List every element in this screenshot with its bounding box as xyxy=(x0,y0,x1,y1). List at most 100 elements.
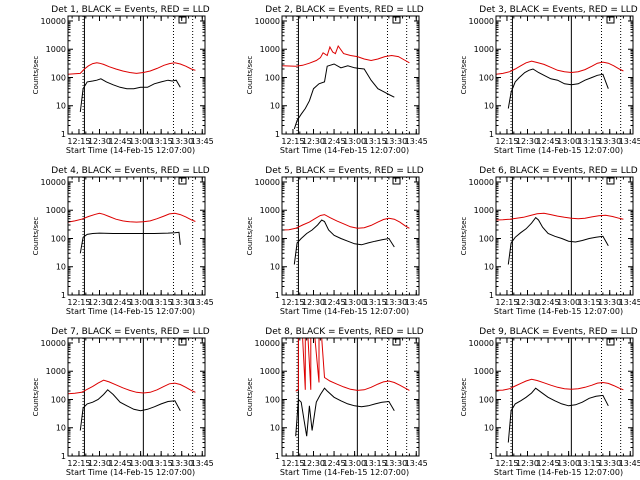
x-tick-label: 13:00 xyxy=(129,137,152,146)
axes-frame xyxy=(281,176,420,296)
x-tick-label: 12:30 xyxy=(516,298,539,307)
events-line xyxy=(293,219,395,265)
axes-frame xyxy=(281,337,420,457)
x-tick-label: 13:30 xyxy=(170,298,193,307)
marker-box xyxy=(606,338,615,346)
panel-1: Det 1, BLACK = Events, RED = LLD 1 10 100 10… xyxy=(32,5,214,155)
plot-area xyxy=(496,60,624,109)
x-tick-label: 12:30 xyxy=(516,459,539,468)
x-tick-label: 12:30 xyxy=(516,137,539,146)
x-tick-label: 12:15 xyxy=(67,298,90,307)
y-tick-label: 1000 xyxy=(474,45,494,54)
y-tick-label: 1000 xyxy=(260,206,280,215)
x-axis-label: Start Time (14-Feb-15 12:07:00) xyxy=(494,307,623,316)
y-tick-label: 1000 xyxy=(46,367,66,376)
plot-area xyxy=(295,338,410,437)
x-tick-label: 13:15 xyxy=(150,298,173,307)
panel-7: Det 7, BLACK = Events, RED = LLD 1 10 100 10… xyxy=(32,327,214,477)
x-tick-label: 13:45 xyxy=(191,459,214,468)
y-tick-label: 10000 xyxy=(41,339,66,348)
panel-title: Det 9, BLACK = Events, RED = LLD xyxy=(479,327,638,337)
events-line xyxy=(507,387,609,443)
panel-5: Det 5, BLACK = Events, RED = LLD 1 10 100 10… xyxy=(246,166,428,316)
x-axis-label: Start Time (14-Feb-15 12:07:00) xyxy=(280,307,409,316)
x-tick-label: 13:00 xyxy=(343,459,366,468)
panel-title: Det 8, BLACK = Events, RED = LLD xyxy=(265,327,424,337)
y-axis-label: Counts/sec xyxy=(460,56,468,95)
panel-title: Det 2, BLACK = Events, RED = LLD xyxy=(265,5,424,15)
x-tick-label: 12:30 xyxy=(88,298,111,307)
plot-area xyxy=(496,212,624,265)
x-tick-label: 12:45 xyxy=(323,137,346,146)
x-tick-label: 13:45 xyxy=(619,298,640,307)
marker-box xyxy=(178,16,187,24)
y-tick-label: 10000 xyxy=(255,17,280,26)
lld-line xyxy=(68,212,196,223)
y-tick-label: 1 xyxy=(489,130,494,139)
marker-box xyxy=(392,177,401,185)
panel-8: Det 8, BLACK = Events, RED = LLD 1 10 100 10… xyxy=(246,327,428,477)
y-tick-label: 1 xyxy=(61,452,66,461)
y-axis-label: Counts/sec xyxy=(460,378,468,417)
lld-line xyxy=(496,212,624,221)
x-tick-label: 13:30 xyxy=(384,459,407,468)
y-tick-label: 10000 xyxy=(41,178,66,187)
axes-frame xyxy=(67,337,206,457)
y-tick-label: 1000 xyxy=(474,206,494,215)
events-line xyxy=(79,78,181,113)
lld-line xyxy=(295,338,410,392)
y-tick-label: 1 xyxy=(61,130,66,139)
plot-area xyxy=(282,214,410,265)
y-axis-label: Counts/sec xyxy=(246,217,254,256)
x-tick-label: 12:45 xyxy=(537,459,560,468)
x-tick-label: 13:15 xyxy=(150,459,173,468)
x-axis-label: Start Time (14-Feb-15 12:07:00) xyxy=(66,468,195,477)
x-tick-label: 12:45 xyxy=(323,459,346,468)
x-axis-label: Start Time (14-Feb-15 12:07:00) xyxy=(66,307,195,316)
x-tick-label: 13:45 xyxy=(405,459,428,468)
x-tick-label: 13:15 xyxy=(578,459,601,468)
y-tick-label: 1000 xyxy=(260,45,280,54)
x-tick-label: 12:15 xyxy=(495,459,518,468)
x-tick-label: 13:00 xyxy=(343,137,366,146)
x-tick-label: 12:15 xyxy=(281,137,304,146)
y-tick-label: 10 xyxy=(270,263,280,272)
axes-frame xyxy=(495,15,634,135)
plot-area xyxy=(68,212,196,254)
x-tick-label: 13:45 xyxy=(191,137,214,146)
x-tick-label: 13:15 xyxy=(364,298,387,307)
panel-3: Det 3, BLACK = Events, RED = LLD 1 10 100 10… xyxy=(460,5,640,155)
panel-title: Det 4, BLACK = Events, RED = LLD xyxy=(51,166,210,176)
x-tick-label: 12:45 xyxy=(323,298,346,307)
y-axis-label: Counts/sec xyxy=(32,378,40,417)
x-tick-label: 13:00 xyxy=(129,459,152,468)
x-tick-label: 12:30 xyxy=(302,298,325,307)
axes-frame xyxy=(67,176,206,296)
plot-area xyxy=(68,62,196,113)
y-tick-label: 10 xyxy=(270,102,280,111)
x-tick-label: 13:45 xyxy=(405,137,428,146)
x-tick-label: 12:15 xyxy=(67,459,90,468)
panel-4: Det 4, BLACK = Events, RED = LLD 1 10 100 10… xyxy=(32,166,214,316)
x-tick-label: 12:15 xyxy=(495,298,518,307)
plot-area xyxy=(68,379,196,431)
x-tick-label: 12:15 xyxy=(67,137,90,146)
y-tick-label: 10000 xyxy=(255,178,280,187)
panel-title: Det 5, BLACK = Events, RED = LLD xyxy=(265,166,424,176)
events-line xyxy=(507,216,609,265)
y-tick-label: 10 xyxy=(484,102,494,111)
x-tick-label: 13:00 xyxy=(129,298,152,307)
y-tick-label: 100 xyxy=(479,73,494,82)
y-tick-label: 1000 xyxy=(260,367,280,376)
x-tick-label: 12:45 xyxy=(537,137,560,146)
lld-line xyxy=(68,62,196,75)
x-tick-label: 13:30 xyxy=(384,137,407,146)
y-tick-label: 10000 xyxy=(469,339,494,348)
marker-box xyxy=(178,338,187,346)
x-tick-label: 13:30 xyxy=(598,459,621,468)
x-tick-label: 13:30 xyxy=(598,298,621,307)
x-tick-label: 12:30 xyxy=(302,137,325,146)
y-tick-label: 10000 xyxy=(469,17,494,26)
